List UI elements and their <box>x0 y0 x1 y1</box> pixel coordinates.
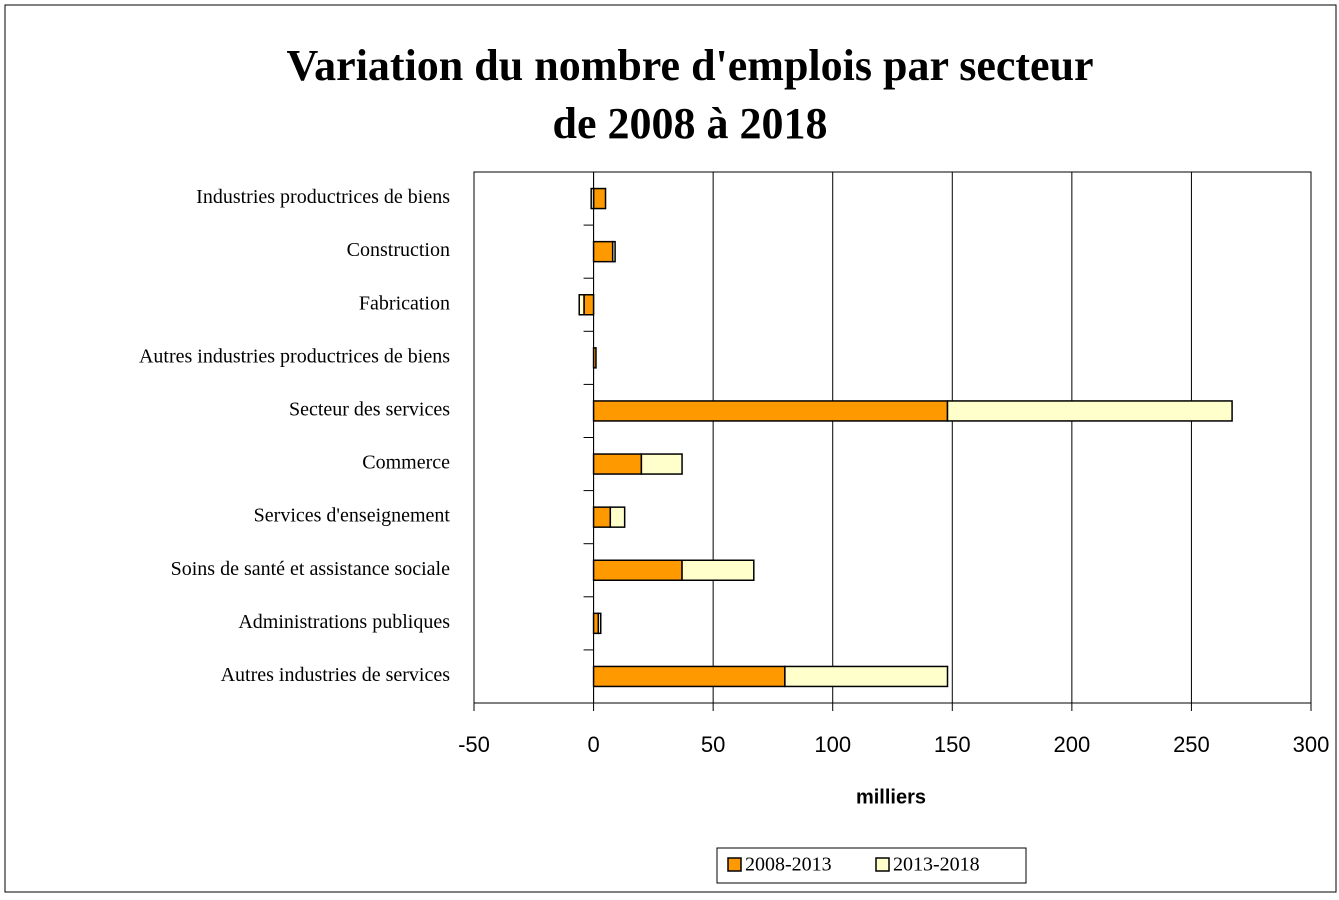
legend-swatch <box>727 857 742 872</box>
bar <box>592 347 597 369</box>
legend-label: 2013-2018 <box>893 854 980 876</box>
bar <box>946 400 1233 422</box>
bar <box>592 187 607 210</box>
bar <box>681 559 755 581</box>
y-tick-label: Fabrication <box>359 292 450 314</box>
bar <box>578 294 585 316</box>
bar <box>640 453 683 475</box>
bar <box>592 559 683 581</box>
y-tick-label: Administrations publiques <box>238 611 450 633</box>
x-tick-label: 200 <box>1053 732 1090 757</box>
x-tick-label: 50 <box>701 732 725 757</box>
x-axis-label: milliers <box>856 786 926 808</box>
bar <box>592 665 786 688</box>
x-tick-label: 150 <box>934 732 971 757</box>
x-tick-label: -50 <box>458 732 490 757</box>
y-tick-label: Autres industries productrices de biens <box>139 345 450 367</box>
legend-label: 2008-2013 <box>745 854 832 876</box>
y-tick-label: Services d'enseignement <box>254 505 451 527</box>
x-tick-label: 300 <box>1293 732 1330 757</box>
y-tick-label: Secteur des services <box>289 399 450 421</box>
bar <box>583 294 595 316</box>
y-tick-label: Autres industries de services <box>221 664 451 686</box>
bar <box>784 665 949 688</box>
y-tick-label: Construction <box>347 239 450 261</box>
bar <box>590 187 595 210</box>
x-tick-label: 0 <box>587 732 599 757</box>
y-tick-label: Commerce <box>362 452 450 474</box>
chart-title: Variation du nombre d'emplois par secteu… <box>286 41 1093 90</box>
bar <box>609 506 626 528</box>
bar <box>592 240 614 263</box>
y-tick-label: Industries productrices de biens <box>196 186 450 208</box>
legend-box <box>716 847 1027 884</box>
bar <box>592 453 643 475</box>
bar <box>597 612 602 635</box>
bar <box>611 240 616 263</box>
legend-swatch <box>875 857 890 872</box>
bar <box>592 506 612 528</box>
y-tick-label: Soins de santé et assistance sociale <box>171 558 450 580</box>
bar <box>592 400 949 422</box>
x-tick-label: 100 <box>814 732 851 757</box>
x-tick-label: 250 <box>1173 732 1210 757</box>
chart-title: de 2008 à 2018 <box>553 99 828 148</box>
